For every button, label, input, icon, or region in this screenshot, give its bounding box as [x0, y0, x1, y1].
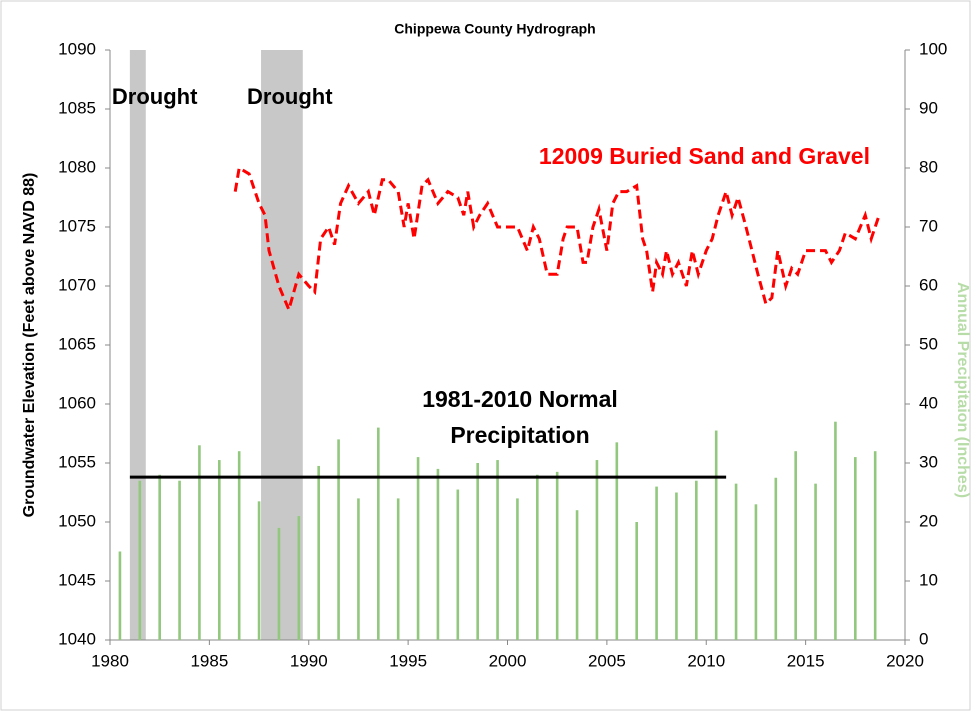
precip-bar	[218, 460, 221, 640]
precip-bar	[496, 460, 499, 640]
precip-bar	[754, 504, 758, 640]
precip-bar	[396, 498, 400, 640]
precip-bar	[635, 522, 638, 640]
precip-bar	[297, 516, 301, 640]
y-tick-label: 1085	[58, 98, 96, 117]
y-tick-label: 1040	[58, 629, 96, 648]
y2-tick-label: 0	[919, 629, 928, 648]
groundwater-line	[233, 165, 881, 315]
drought-band	[129, 50, 146, 640]
precip-bar	[714, 430, 718, 640]
precip-bar	[814, 483, 817, 640]
y2-tick-label: 20	[919, 511, 938, 530]
drought-label: Drought	[112, 84, 198, 109]
normal-label: Precipitation	[450, 422, 589, 448]
precip-bar	[675, 492, 678, 640]
y2-tick-label: 30	[919, 452, 938, 471]
chart-title: Chippewa County Hydrograph	[394, 21, 595, 37]
x-tick-label: 2020	[886, 651, 924, 670]
y2-tick-label: 70	[919, 216, 938, 235]
x-tick-label: 2005	[588, 651, 626, 670]
y2-tick-label: 90	[919, 98, 938, 117]
precip-bar	[476, 463, 479, 640]
x-tick-label: 2000	[489, 651, 527, 670]
precip-bar	[555, 471, 559, 640]
y2-tick-label: 60	[919, 275, 938, 294]
y2-tick-label: 50	[919, 334, 938, 353]
precip-bar	[873, 451, 877, 640]
y-tick-label: 1075	[58, 216, 96, 235]
precip-bar	[575, 510, 579, 640]
y-tick-label: 1050	[58, 511, 96, 530]
precip-bar	[794, 451, 797, 640]
drought-band	[261, 50, 303, 640]
precip-bar	[317, 465, 320, 640]
y2-axis-label: Annual Precipitaion (Inches)	[954, 282, 971, 498]
precip-bar	[138, 480, 142, 640]
precip-bar	[695, 480, 698, 640]
precip-bar	[337, 439, 340, 640]
precip-bar	[655, 486, 658, 640]
precip-bar	[118, 551, 122, 640]
x-tick-label: 1990	[290, 651, 328, 670]
precip-bar	[416, 457, 420, 640]
precip-bar	[198, 445, 201, 640]
precip-bar	[456, 489, 460, 640]
x-tick-label: 2010	[687, 651, 725, 670]
y-axis-label: Groundwater Elevation (Feet above NAVD 8…	[21, 173, 38, 518]
precip-bar	[615, 442, 619, 640]
y-tick-label: 1070	[58, 275, 96, 294]
series-label: 12009 Buried Sand and Gravel	[539, 143, 870, 169]
y2-tick-label: 10	[919, 570, 938, 589]
precip-bar	[774, 477, 778, 640]
x-tick-label: 1995	[389, 651, 427, 670]
precip-bar	[536, 474, 539, 640]
y-tick-label: 1045	[58, 570, 96, 589]
x-tick-label: 1985	[190, 651, 228, 670]
precip-bar	[834, 421, 837, 640]
precip-bar	[595, 460, 599, 640]
precip-bar	[357, 498, 360, 640]
precip-bar	[277, 527, 281, 640]
normal-label: 1981-2010 Normal	[422, 386, 618, 412]
precip-bar	[436, 468, 440, 640]
precip-bar	[237, 451, 241, 640]
precip-bar	[178, 480, 181, 640]
y-tick-label: 1060	[58, 393, 96, 412]
y-tick-label: 1065	[58, 334, 96, 353]
precip-bar	[257, 501, 261, 640]
y-tick-label: 1055	[58, 452, 96, 471]
precip-bar	[734, 483, 738, 640]
y-tick-label: 1080	[58, 157, 96, 176]
y2-tick-label: 80	[919, 157, 938, 176]
precip-bar	[377, 427, 380, 640]
precip-bar	[854, 457, 857, 640]
drought-label: Drought	[247, 84, 333, 109]
x-tick-label: 1980	[91, 651, 129, 670]
precip-bar	[158, 474, 161, 640]
y-tick-label: 1090	[58, 39, 96, 58]
precip-bar	[516, 498, 519, 640]
x-tick-label: 2015	[787, 651, 825, 670]
y2-tick-label: 40	[919, 393, 938, 412]
y2-tick-label: 100	[919, 39, 947, 58]
